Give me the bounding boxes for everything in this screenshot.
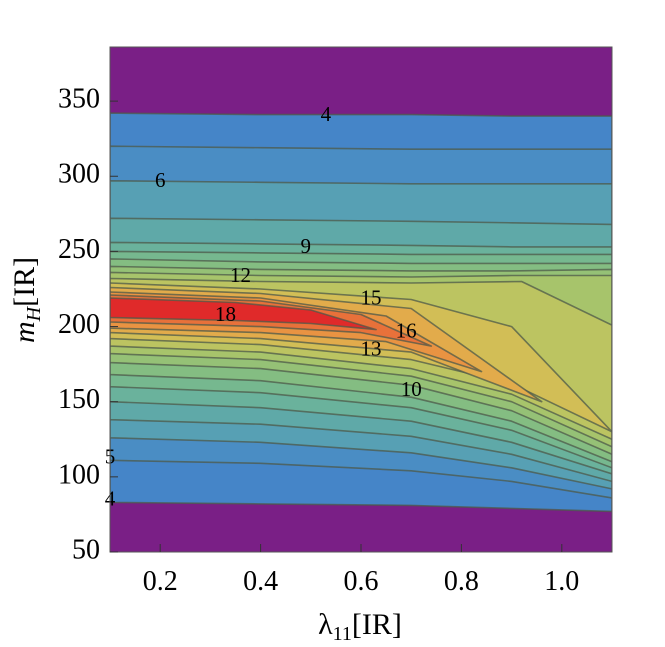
x-label-suffix: [IR] — [352, 608, 402, 641]
y-label-suffix: [IR] — [8, 257, 41, 307]
x-label-sub: 11 — [333, 623, 352, 645]
y-label-sub: H — [23, 305, 45, 322]
x-tick-label: 0.6 — [344, 566, 379, 597]
contour-label: 9 — [301, 234, 312, 258]
x-axis-label: λ11[IR] — [318, 608, 402, 645]
contour-label: 4 — [321, 102, 332, 126]
x-tick-label: 1.0 — [544, 566, 579, 597]
x-tick-label: 0.4 — [243, 566, 278, 597]
contour-label: 13 — [361, 336, 382, 360]
x-tick-label: 0.2 — [143, 566, 178, 597]
plot-area — [110, 47, 612, 552]
contour-label: 18 — [215, 302, 236, 326]
contour-label: 10 — [401, 377, 422, 401]
x-label-main: λ — [318, 608, 333, 641]
contour-band — [110, 297, 377, 331]
contour-label: 16 — [396, 318, 417, 342]
contour-label: 6 — [155, 168, 166, 192]
y-tick-label: 250 — [58, 234, 100, 265]
y-axis-label: mH[IR] — [8, 257, 45, 343]
y-tick-label: 100 — [58, 459, 100, 490]
contour-label: 12 — [230, 263, 251, 287]
x-tick-label: 0.8 — [444, 566, 479, 597]
y-tick-label: 50 — [72, 534, 100, 565]
y-tick-label: 350 — [58, 84, 100, 115]
contour-label: 15 — [361, 285, 382, 309]
y-tick-label: 200 — [58, 309, 100, 340]
y-tick-label: 300 — [58, 159, 100, 190]
y-tick-label: 150 — [58, 384, 100, 415]
y-label-main: m — [8, 321, 41, 343]
